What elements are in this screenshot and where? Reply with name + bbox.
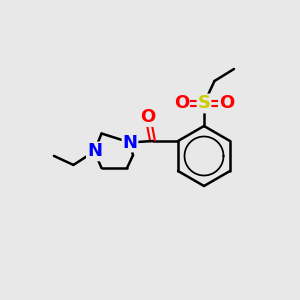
Text: O: O [140, 108, 156, 126]
Text: N: N [122, 134, 137, 152]
Text: O: O [174, 94, 189, 112]
Text: N: N [87, 142, 102, 160]
Text: S: S [197, 94, 211, 112]
Text: O: O [219, 94, 234, 112]
